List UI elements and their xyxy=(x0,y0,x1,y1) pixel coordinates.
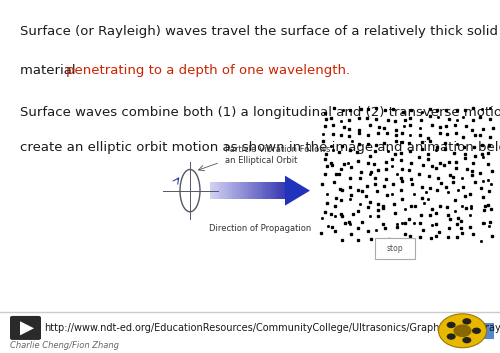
Circle shape xyxy=(472,328,481,334)
Bar xyxy=(257,182,258,199)
Bar xyxy=(242,182,243,199)
Text: http://www.ndt-ed.org/EducationResources/CommunityCollege/Ultrasonics/Graphics/F: http://www.ndt-ed.org/EducationResources… xyxy=(44,323,500,333)
Circle shape xyxy=(454,324,471,337)
Bar xyxy=(280,182,281,199)
Bar xyxy=(218,182,220,199)
Bar xyxy=(271,182,272,199)
Bar xyxy=(220,182,221,199)
Bar xyxy=(283,182,284,199)
Circle shape xyxy=(438,314,486,348)
Bar xyxy=(482,323,494,339)
Bar xyxy=(256,182,257,199)
Bar xyxy=(232,182,234,199)
Bar xyxy=(240,182,241,199)
Bar xyxy=(252,182,253,199)
Bar xyxy=(238,182,239,199)
Bar xyxy=(243,182,244,199)
Bar xyxy=(266,182,267,199)
Polygon shape xyxy=(285,175,310,205)
Bar xyxy=(282,182,283,199)
Text: Surface (or Rayleigh) waves travel the surface of a relatively thick solid: Surface (or Rayleigh) waves travel the s… xyxy=(20,25,498,38)
Text: Particle Vibration Follows
an Elliptical Orbit: Particle Vibration Follows an Elliptical… xyxy=(225,145,330,165)
FancyBboxPatch shape xyxy=(375,238,415,259)
Bar xyxy=(225,182,226,199)
Bar xyxy=(210,182,211,199)
FancyBboxPatch shape xyxy=(10,316,41,340)
Bar xyxy=(264,182,266,199)
Circle shape xyxy=(446,333,456,340)
Bar xyxy=(258,182,259,199)
Circle shape xyxy=(462,318,471,324)
Bar xyxy=(244,182,246,199)
Bar xyxy=(222,182,223,199)
Bar xyxy=(281,182,282,199)
Bar xyxy=(273,182,274,199)
Bar xyxy=(226,182,227,199)
Bar xyxy=(236,182,237,199)
Text: Charlie Cheng/Fion Zhang: Charlie Cheng/Fion Zhang xyxy=(10,341,119,350)
Bar xyxy=(251,182,252,199)
Bar xyxy=(211,182,212,199)
Text: Surface waves combine both (1) a longitudinal and (2) transverse motion to: Surface waves combine both (1) a longitu… xyxy=(20,106,500,119)
Bar xyxy=(214,182,216,199)
Bar xyxy=(267,182,268,199)
Bar xyxy=(241,182,242,199)
Bar xyxy=(237,182,238,199)
Bar xyxy=(239,182,240,199)
Text: create an elliptic orbit motion as shown in the image and animation below.: create an elliptic orbit motion as shown… xyxy=(20,141,500,154)
Bar xyxy=(228,182,230,199)
Text: material: material xyxy=(20,64,80,77)
Bar xyxy=(224,182,225,199)
Bar xyxy=(250,182,251,199)
Bar xyxy=(270,182,271,199)
Bar xyxy=(227,182,228,199)
Bar xyxy=(216,182,218,199)
Bar xyxy=(272,182,273,199)
Bar xyxy=(246,182,248,199)
Bar xyxy=(255,182,256,199)
Bar xyxy=(268,182,269,199)
Text: penetrating to a depth of one wavelength.: penetrating to a depth of one wavelength… xyxy=(66,64,350,77)
Text: Direction of Propagation: Direction of Propagation xyxy=(209,224,311,233)
Bar xyxy=(254,182,255,199)
Bar xyxy=(260,182,262,199)
Circle shape xyxy=(446,322,456,328)
Polygon shape xyxy=(20,321,34,335)
Bar xyxy=(230,182,232,199)
Text: stop: stop xyxy=(386,244,404,253)
Bar xyxy=(284,182,285,199)
Bar xyxy=(223,182,224,199)
Bar xyxy=(259,182,260,199)
Bar xyxy=(221,182,222,199)
Bar xyxy=(234,182,236,199)
Bar xyxy=(253,182,254,199)
Circle shape xyxy=(462,337,471,343)
Bar xyxy=(278,182,280,199)
Bar xyxy=(213,182,214,199)
Bar xyxy=(276,182,278,199)
Bar xyxy=(262,182,264,199)
Bar xyxy=(212,182,213,199)
Bar xyxy=(269,182,270,199)
Bar xyxy=(274,182,276,199)
Bar xyxy=(248,182,250,199)
